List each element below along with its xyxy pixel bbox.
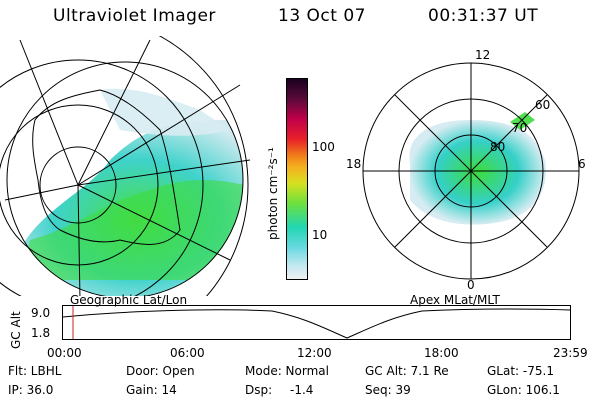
- sequence-status: Seq: 39: [365, 383, 411, 397]
- door-status: Door: Open: [126, 364, 195, 378]
- observation-time: 00:31:37 UT: [428, 6, 539, 26]
- mlt-label-0: 0: [467, 278, 475, 292]
- dsp-label: Dsp:: [245, 383, 273, 397]
- geo-latitude-grid: [0, 36, 249, 296]
- timeline-y-label: GC Alt: [9, 311, 23, 349]
- gain-status: Gain: 14: [126, 383, 177, 397]
- polar-panel-label: Apex MLat/MLT: [410, 293, 500, 307]
- mlt-label-12: 12: [475, 48, 491, 62]
- timeline-plot: [62, 305, 571, 340]
- timeline-x-tick-2359: 23:59: [553, 346, 588, 360]
- colorbar-unit-label: photon cm⁻²s⁻¹: [266, 147, 280, 240]
- colorbar: [286, 78, 308, 280]
- geographic-panel-label: Geographic Lat/Lon: [70, 293, 188, 307]
- timeline-y-tick-low: 1.8: [31, 326, 51, 340]
- geo-longitude-status: GLon: 106.1: [487, 383, 560, 397]
- instrument-title: Ultraviolet Imager: [53, 6, 216, 26]
- lat-label-70: 70: [512, 121, 528, 135]
- mlt-label-18: 18: [346, 157, 362, 171]
- timeline-y-tick-high: 9.0: [31, 306, 51, 320]
- mode-status: Mode: Normal: [245, 364, 329, 378]
- mlt-label-6: 6: [578, 157, 586, 171]
- geo-latitude-status: GLat: -75.1: [487, 364, 554, 378]
- colorbar-tick-10: 10: [312, 228, 328, 242]
- timeline-x-tick-1200: 12:00: [297, 346, 332, 360]
- colorbar-tick-100: 100: [312, 140, 335, 154]
- polar-mlt-lines: [363, 63, 579, 279]
- geo-map-boundary: [6, 61, 244, 296]
- timeline-x-tick-0000: 00:00: [47, 346, 82, 360]
- altitude-curve: [62, 308, 571, 339]
- dsp-value: -1.4: [290, 383, 314, 397]
- polar-plot-panel: [362, 62, 580, 280]
- lat-label-60: 60: [535, 98, 551, 112]
- gc-alt-status: GC Alt: 7.1 Re: [365, 364, 449, 378]
- timeline-x-tick-0600: 06:00: [170, 346, 205, 360]
- observation-date: 13 Oct 07: [278, 6, 366, 26]
- ip-status: IP: 36.0: [8, 383, 54, 397]
- geo-aurora-emission: [7, 88, 243, 296]
- filter-status: Flt: LBHL: [8, 364, 62, 378]
- timeline-x-tick-1800: 18:00: [424, 346, 459, 360]
- lat-label-80: 80: [490, 140, 506, 154]
- geographic-map-panel: [0, 36, 251, 296]
